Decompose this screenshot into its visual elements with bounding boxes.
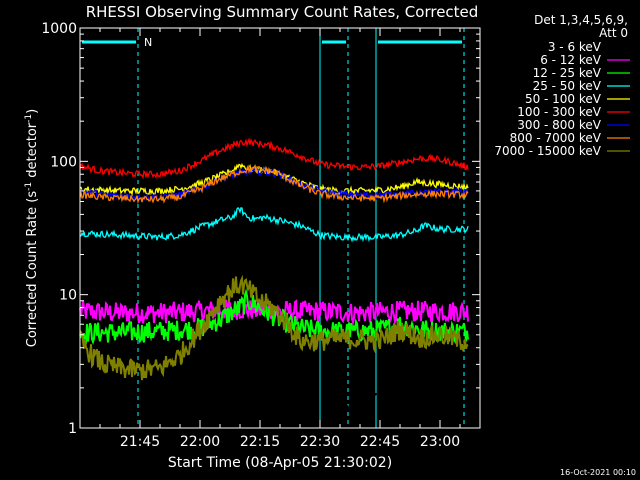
x-tick-label-5: 23:00 xyxy=(420,434,460,450)
x-tick-label-1: 22:00 xyxy=(180,434,220,450)
legend-label-3: 25 - 50 keV xyxy=(533,79,602,93)
y-axis-label: Corrected Count Rate (s-1 detector-1) xyxy=(24,109,40,347)
legend-label-1: 6 - 12 keV xyxy=(540,53,602,67)
legend-label-8: 7000 - 15000 keV xyxy=(494,144,601,158)
legend-label-0: 3 - 6 keV xyxy=(548,40,602,54)
x-tick-label-2: 22:15 xyxy=(240,434,280,450)
legend-header-line-1: Det 1,3,4,5,6,9, xyxy=(534,13,628,27)
y-tick-label-1: 10 xyxy=(59,288,77,304)
legend-label-5: 100 - 300 keV xyxy=(517,105,601,119)
footer-timestamp: 16-Oct-2021 00:10 xyxy=(560,468,636,477)
sunlight-bars: N xyxy=(82,36,462,49)
legend-label-4: 50 - 100 keV xyxy=(525,92,602,106)
series-line-8 xyxy=(79,274,469,381)
y-tick-label-2: 100 xyxy=(50,154,77,170)
legend-label-6: 300 - 800 keV xyxy=(517,118,601,132)
legend-label-2: 12 - 25 keV xyxy=(533,66,602,80)
y-axis-ticks: 1 10 100 1000 xyxy=(41,21,480,437)
series-line-5 xyxy=(79,137,469,180)
legend-label-7: 800 - 7000 keV xyxy=(510,131,602,145)
legend-header-line-2: Att 0 xyxy=(599,26,628,40)
chart-title: RHESSI Observing Summary Count Rates, Co… xyxy=(86,3,479,21)
y-label-sup-1: -1 xyxy=(24,182,34,191)
x-axis-label: Start Time (08-Apr-05 21:30:02) xyxy=(168,455,392,471)
y-tick-label-3: 1000 xyxy=(41,21,77,37)
y-label-part-3: ) xyxy=(25,109,40,114)
x-tick-label-4: 22:45 xyxy=(360,434,400,450)
x-axis-ticks: 21:45 22:00 22:15 22:30 22:45 23:00 xyxy=(79,28,481,450)
x-tick-label-0: 21:45 xyxy=(120,434,160,450)
y-label-part-2: detector xyxy=(25,122,40,182)
y-label-sup-2: -1 xyxy=(24,114,34,123)
x-tick-label-3: 22:30 xyxy=(300,434,340,450)
saa-marker-0: N xyxy=(144,36,152,49)
y-tick-label-0: 1 xyxy=(68,421,77,437)
series-line-3 xyxy=(79,206,469,243)
y-label-part-1: Corrected Count Rate (s xyxy=(25,191,40,348)
series-line-7 xyxy=(79,164,469,205)
